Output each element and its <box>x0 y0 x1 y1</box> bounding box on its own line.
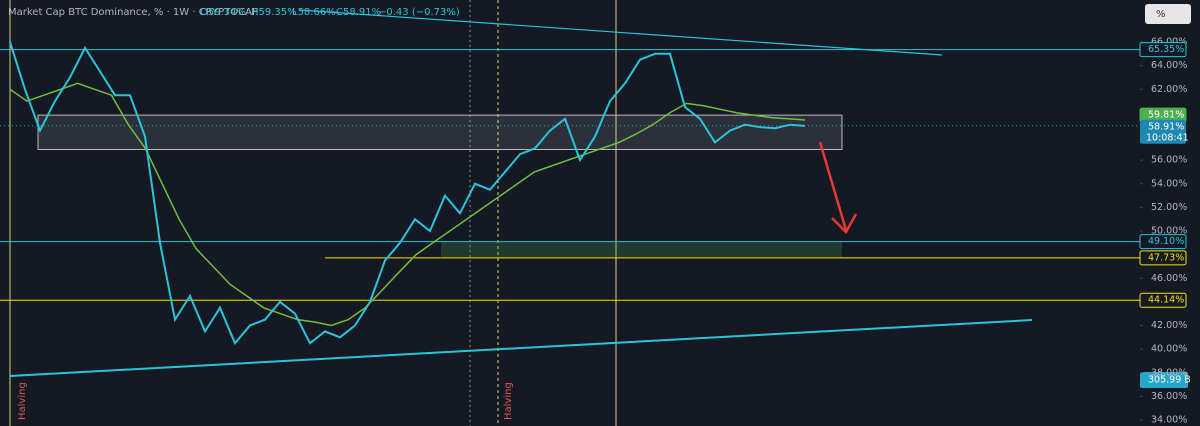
halving-label: Halving <box>17 382 28 420</box>
last-price-label: 58.91% <box>1148 121 1184 132</box>
countdown: 10:08:41 <box>1146 132 1189 143</box>
last-price-bg <box>1140 119 1186 144</box>
header-change: −0.43 (−0.73%) <box>378 7 460 18</box>
y-tick-label: 66.00% <box>1151 37 1187 48</box>
y-tick-label: 36.00% <box>1151 391 1187 402</box>
y-tick-label: 56.00% <box>1151 155 1187 166</box>
volume-badge-bg <box>1140 372 1188 388</box>
header-low: L58.66% <box>292 7 336 18</box>
price-line <box>9 41 806 346</box>
level-badge-bg <box>1139 234 1187 250</box>
header-close: C58.91% <box>336 7 381 18</box>
scale-button[interactable] <box>1145 4 1191 24</box>
trendline-top <box>299 9 943 56</box>
level-badge-bg <box>1139 250 1187 266</box>
scale-button-label[interactable]: % <box>1156 9 1166 20</box>
header-high: H59.35% <box>251 7 297 18</box>
range-box <box>37 114 843 150</box>
y-tick-label: 42.00% <box>1151 320 1187 331</box>
y-tick-label: 52.00% <box>1151 202 1187 213</box>
header-open: O59.34% <box>200 7 246 18</box>
red-arrow <box>818 141 848 231</box>
plot <box>0 41 1140 346</box>
y-tick-label: 34.00% <box>1151 415 1187 426</box>
moving-average <box>9 82 806 327</box>
y-tick-label: 40.00% <box>1151 344 1187 355</box>
volume-badge: 305.99 B <box>1148 375 1191 386</box>
level-badge: 47.73% <box>1148 252 1184 263</box>
halving-label: Halving <box>503 382 514 420</box>
level-badge: 65.35% <box>1148 44 1184 55</box>
y-tick-label: 64.00% <box>1151 60 1187 71</box>
level-badge: 59.81% <box>1148 110 1184 121</box>
level-badge-bg <box>1139 42 1187 58</box>
level-badge: 49.10% <box>1148 236 1184 247</box>
y-tick-label: 46.00% <box>1151 273 1187 284</box>
y-tick-label: 38.00% <box>1151 367 1187 378</box>
header-title: Market Cap BTC Dominance, % · 1W · CRYPT… <box>8 7 258 18</box>
red-arrow-head <box>831 213 858 235</box>
y-tick-label: 54.00% <box>1151 178 1187 189</box>
level-badge: 44.14% <box>1148 295 1184 306</box>
trendline-bottom <box>9 319 1033 377</box>
y-tick-label: 50.00% <box>1151 226 1187 237</box>
level-badge-bg <box>1139 292 1187 308</box>
y-tick-label: 62.00% <box>1151 84 1187 95</box>
target-zone <box>441 241 842 258</box>
